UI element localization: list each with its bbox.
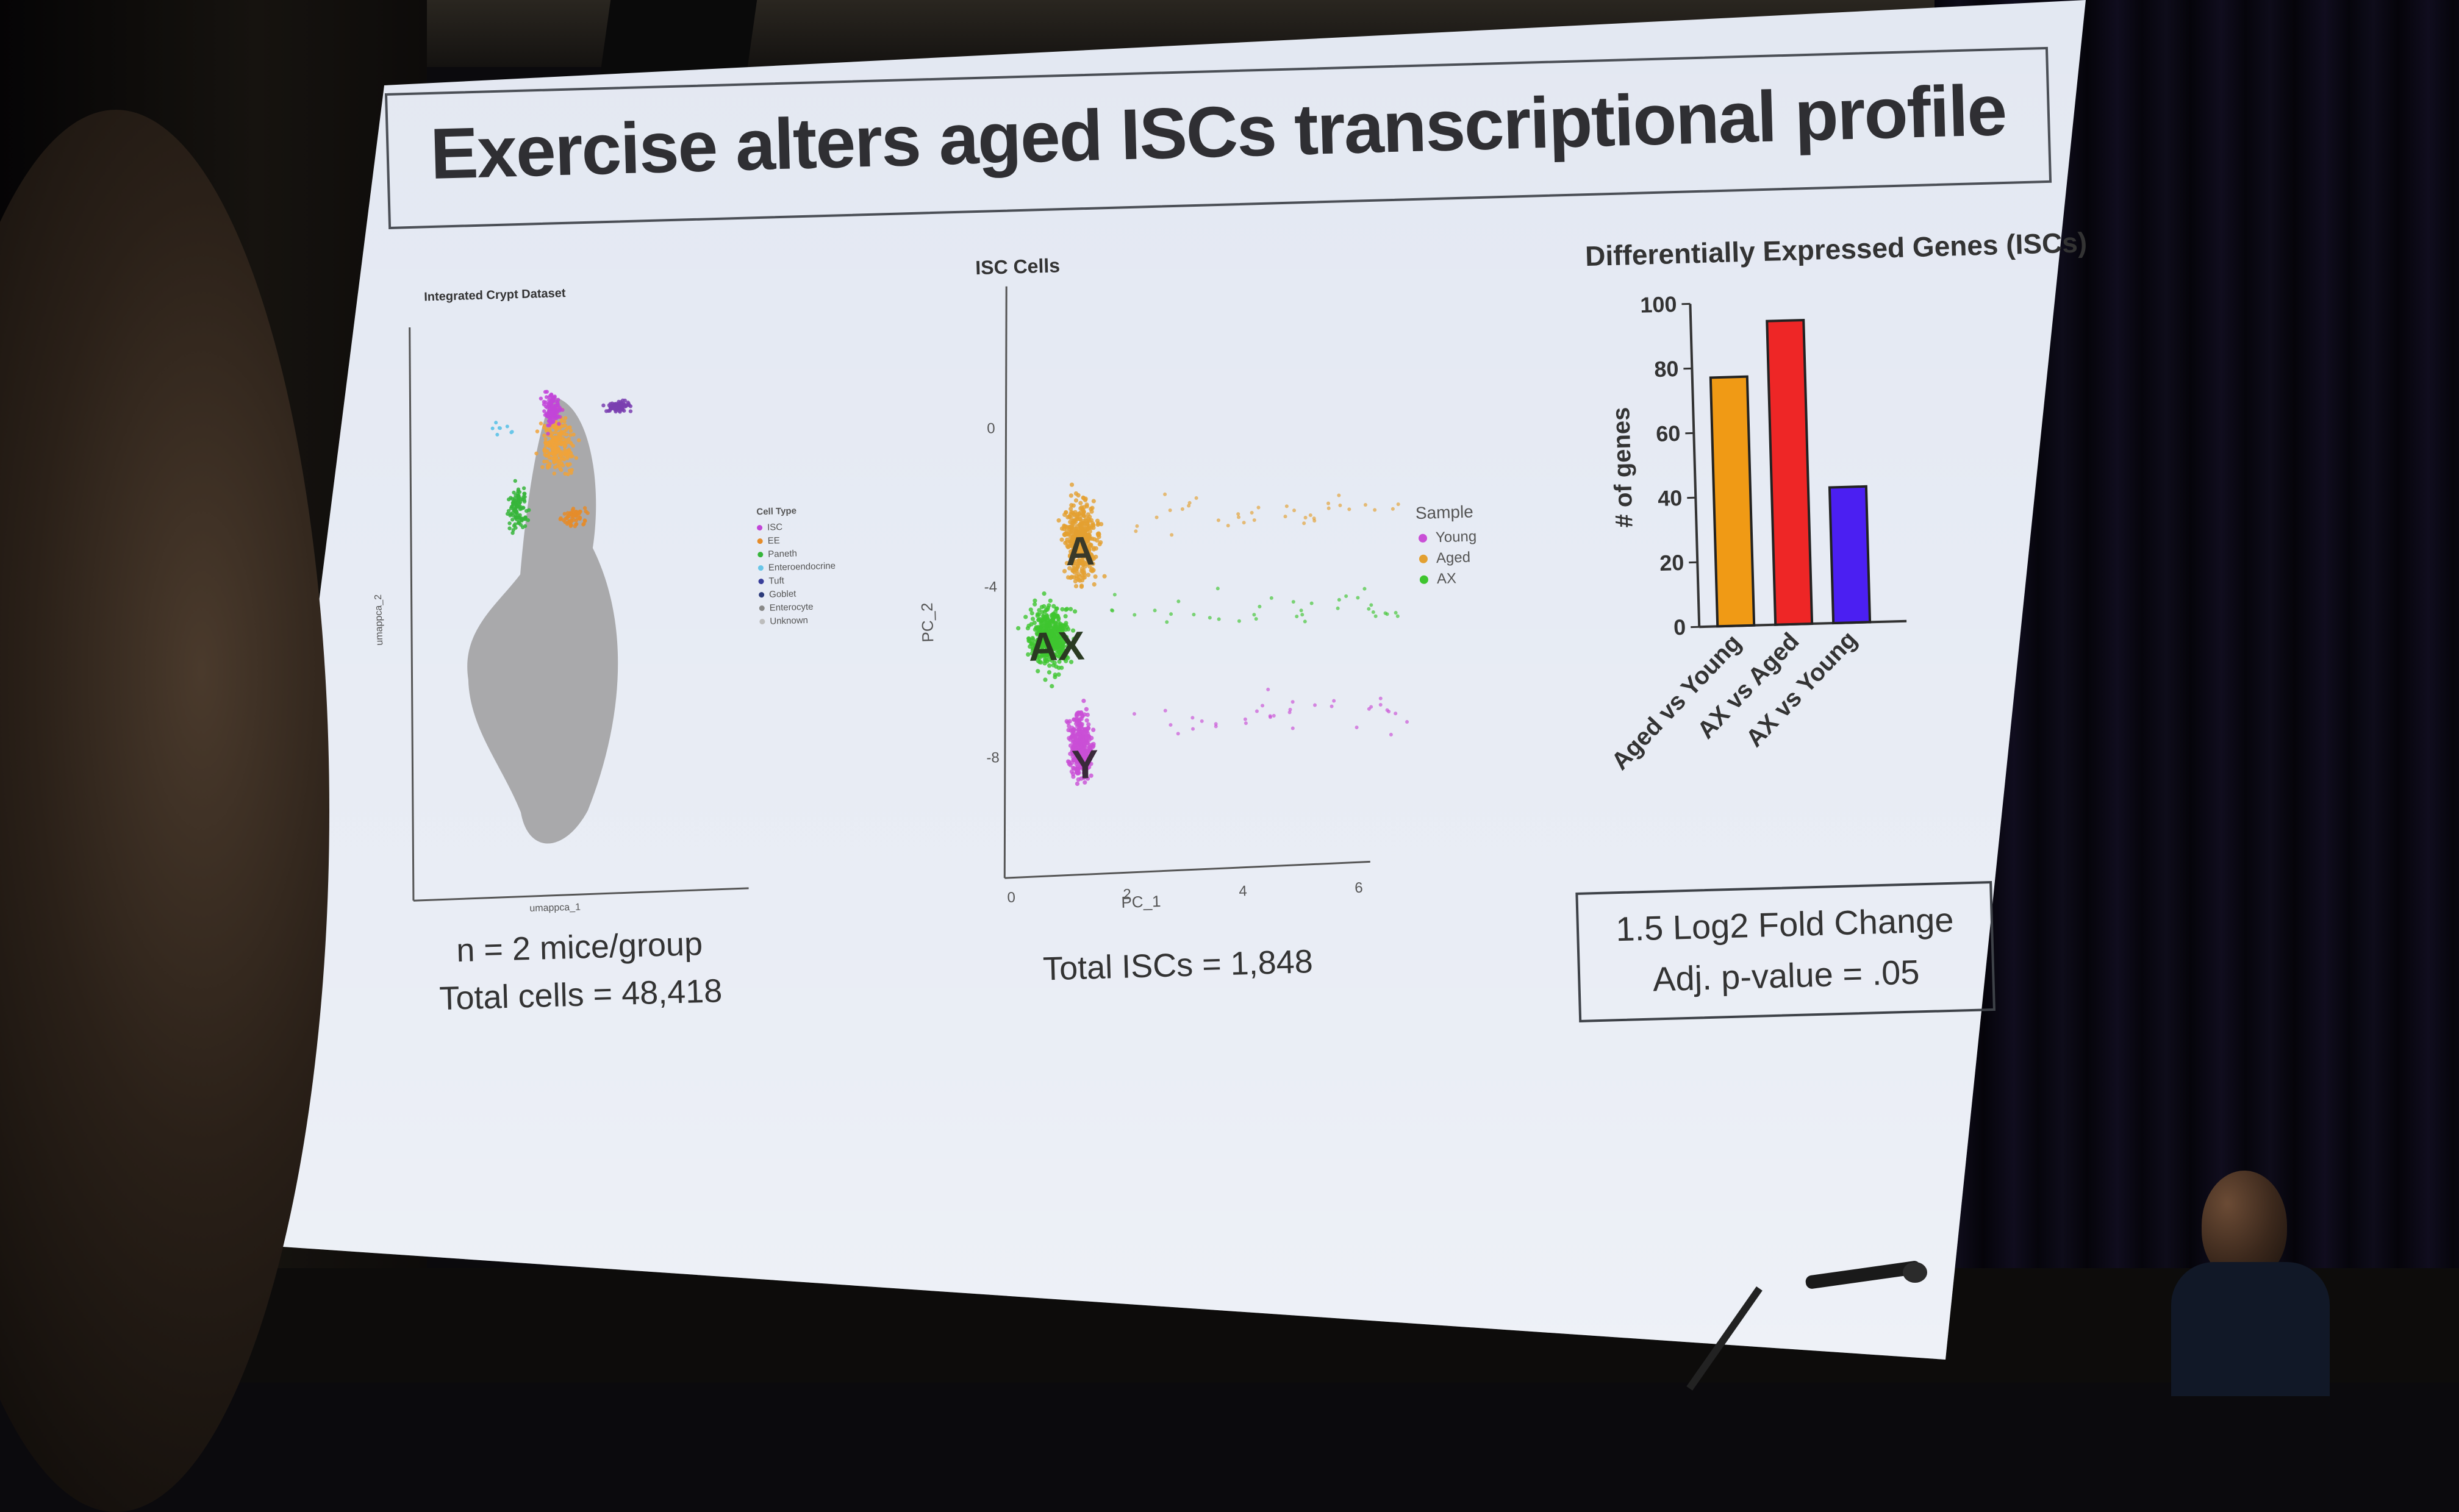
umap-legend-swatch: [757, 525, 762, 530]
cluster-label-aged: A: [1065, 528, 1095, 574]
bar-y-tick-label: 20: [1659, 550, 1684, 576]
umap-enteroendocrine-point: [495, 433, 499, 437]
umap-legend-label: EE: [767, 535, 779, 546]
umap-legend-label: Enterocyte: [770, 601, 814, 613]
umap-plot: [366, 281, 779, 914]
presenter-body: [2171, 1262, 2330, 1396]
umap-enteroendocrine-point: [506, 424, 509, 428]
pca-y-axis-label: PC_2: [918, 602, 938, 643]
pca-legend-item: Young: [1416, 526, 1477, 549]
umap-y-axis-label: umappca_2: [373, 594, 385, 646]
umap-tuft-cluster: [601, 398, 632, 414]
bar-y-tick-label: 60: [1656, 421, 1681, 446]
bar-y-axis: [1690, 304, 1699, 627]
pca-legend-label: Aged: [1436, 549, 1471, 568]
bar-1: [1711, 377, 1754, 627]
bar-y-tick-label: 80: [1654, 356, 1679, 382]
pca-legend-label: Young: [1436, 528, 1477, 546]
parameters-box: 1.5 Log2 Fold Change Adj. p-value = .05: [1575, 881, 1995, 1022]
slide-title: Exercise alters aged ISCs transcriptiona…: [388, 68, 2049, 197]
umap-legend-swatch: [757, 552, 763, 557]
bar-y-tick-label: 0: [1673, 615, 1686, 640]
umap-enterocyte-cluster: [460, 395, 623, 846]
pca-legend-swatch: [1419, 534, 1427, 543]
pca-y-tick-label: 0: [987, 420, 995, 437]
umap-legend-label: Tuft: [768, 576, 784, 587]
umap-legend-title: Cell Type: [756, 505, 834, 518]
pca-x-tick-label: 4: [1239, 883, 1247, 899]
umap-enteroendocrine-point: [494, 421, 498, 424]
umap-legend-swatch: [758, 578, 764, 583]
pca-x-tick-label: 0: [1007, 890, 1015, 906]
pca-young-points: [1064, 683, 1414, 786]
umap-legend-label: Unknown: [770, 615, 808, 626]
total-cells-text: Total cells = 48,418: [421, 966, 740, 1022]
bar-chart-title: Differentially Expressed Genes (ISCs): [1584, 226, 2087, 273]
umap-caption: n = 2 mice/group Total cells = 48,418: [420, 919, 740, 1022]
umap-legend-label: Paneth: [768, 548, 797, 559]
bar-y-tick-label: 100: [1640, 291, 1677, 318]
umap-legend-swatch: [758, 565, 764, 570]
bar-3: [1830, 487, 1870, 623]
pca-y-tick-label: -4: [984, 579, 997, 596]
pca-x-tick-label: 6: [1355, 880, 1363, 896]
umap-legend-label: ISC: [767, 522, 782, 533]
pca-legend-item: AX: [1417, 568, 1478, 590]
pca-legend-title: Sample: [1415, 502, 1476, 523]
mice-per-group-text: n = 2 mice/group: [420, 919, 739, 975]
pca-legend: Sample Young Aged AX: [1415, 502, 1478, 590]
pca-legend-swatch: [1419, 555, 1428, 563]
pca-aged-points: [1056, 472, 1414, 590]
presentation-slide: Exercise alters aged ISCs transcriptiona…: [342, 26, 2081, 1255]
umap-legend-swatch: [759, 618, 765, 624]
presenter: [2171, 1171, 2330, 1390]
umap-legend-swatch: [759, 605, 765, 610]
pca-legend-label: AX: [1436, 570, 1456, 588]
cluster-label-young: Y: [1071, 741, 1099, 787]
umap-legend-label: Enteroendocrine: [768, 560, 836, 572]
umap-legend-label: Goblet: [769, 588, 796, 599]
umap-legend-swatch: [759, 591, 764, 597]
bar-y-tick-label: 40: [1658, 485, 1683, 511]
pca-x-axis-label: PC_1: [1121, 892, 1161, 912]
bar-y-axis-label: # of genes: [1608, 407, 1638, 528]
bar-2: [1767, 320, 1812, 625]
microphone-head: [1903, 1262, 1927, 1283]
pca-legend-item: Aged: [1416, 547, 1477, 569]
umap-legend-swatch: [757, 538, 763, 544]
pca-legend-swatch: [1420, 576, 1428, 584]
cluster-label-ax: AX: [1028, 622, 1086, 669]
pca-y-tick-label: -8: [986, 749, 1000, 766]
umap-x-axis-label: umappca_1: [529, 902, 581, 915]
total-iscs-text: Total ISCs = 1,848: [1007, 941, 1350, 989]
title-frame: Exercise alters aged ISCs transcriptiona…: [385, 47, 2052, 229]
umap-legend-item: Unknown: [759, 613, 837, 629]
umap-enteroendocrine-point: [491, 427, 495, 430]
